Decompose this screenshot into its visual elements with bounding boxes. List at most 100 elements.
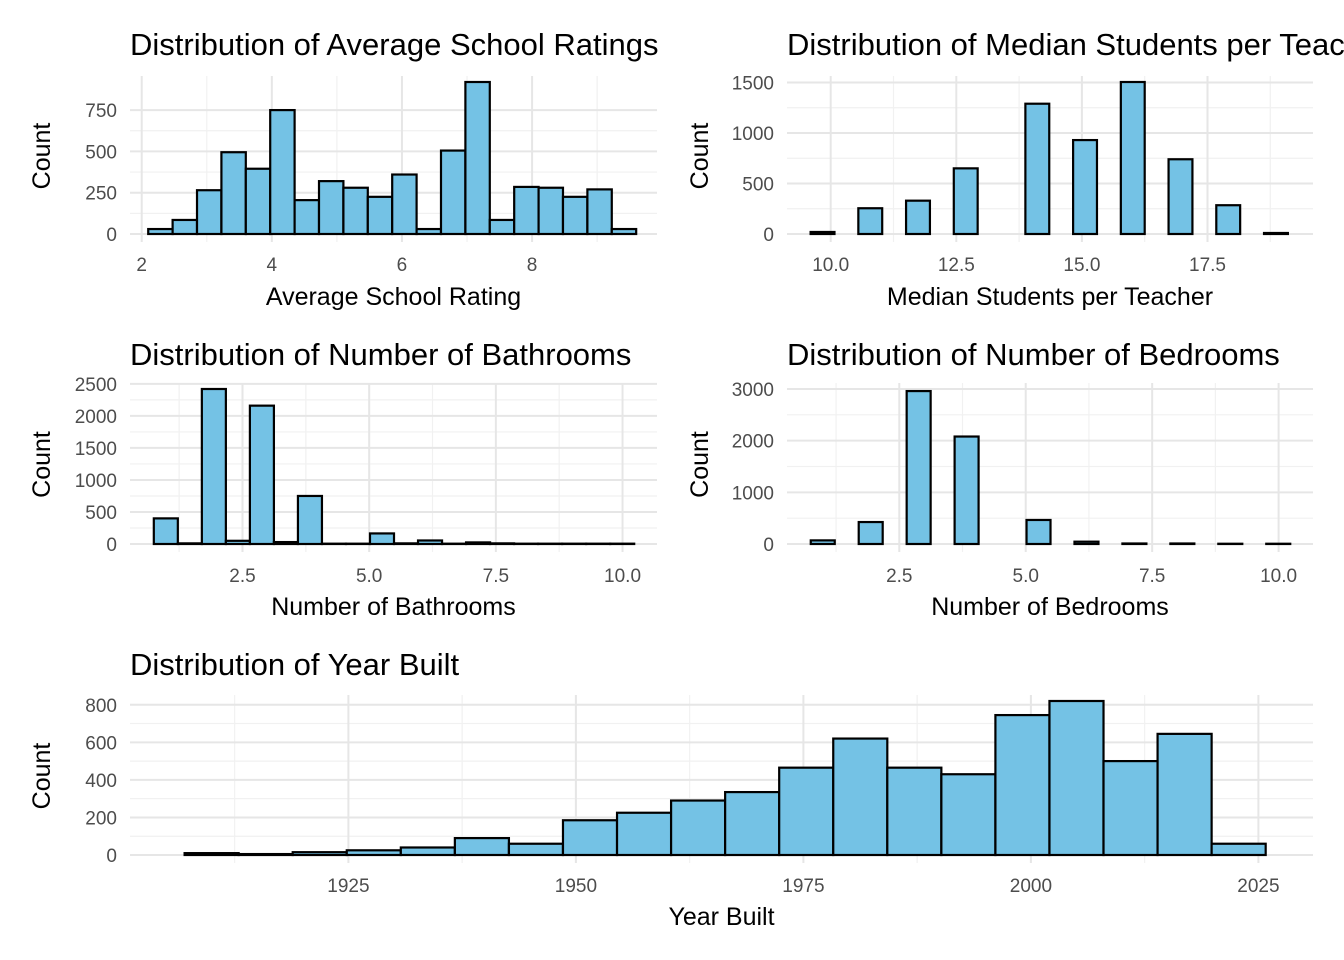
x-tick-label: 1925 <box>327 876 369 897</box>
histogram-bar <box>809 230 836 236</box>
histogram-bar <box>416 539 444 546</box>
histogram-bar <box>513 185 540 236</box>
x-tick-label: 17.5 <box>1189 255 1226 276</box>
histogram-bar <box>1262 231 1289 236</box>
histogram-bar <box>1024 102 1051 236</box>
y-axis-title: Count <box>686 431 714 498</box>
x-axis-title: Number of Bedrooms <box>931 593 1169 621</box>
y-tick-label: 2500 <box>75 375 117 396</box>
y-tick-label: 600 <box>85 733 117 754</box>
y-tick-label: 800 <box>85 696 117 717</box>
histogram-bar <box>272 540 300 546</box>
histogram-bar <box>391 173 418 236</box>
histogram-bar <box>904 199 932 236</box>
chart-title: Distribution of Year Built <box>130 647 460 682</box>
y-tick-label: 0 <box>106 846 117 867</box>
y-axis-title: Count <box>28 743 56 810</box>
y-tick-label: 0 <box>763 225 774 246</box>
histogram-bar <box>994 713 1051 857</box>
histogram-bar <box>1102 759 1159 857</box>
histogram-bar <box>857 207 884 236</box>
histogram-bar <box>439 149 467 236</box>
histogram-bar <box>453 836 511 857</box>
x-tick-label: 7.5 <box>1139 566 1165 587</box>
histogram-bar <box>183 852 240 857</box>
chart-title: Distribution of Median Students per Teac… <box>787 27 1344 62</box>
x-axis-title: Year Built <box>668 903 774 931</box>
x-tick-label: 1975 <box>782 876 824 897</box>
histogram-bar <box>399 846 456 857</box>
histogram-bar <box>1156 732 1213 857</box>
histogram-bar <box>1167 158 1194 236</box>
y-tick-label: 500 <box>85 142 117 163</box>
y-tick-label: 1500 <box>75 439 117 460</box>
x-tick-label: 2000 <box>1010 876 1052 897</box>
x-tick-label: 1950 <box>555 876 597 897</box>
y-tick-label: 2000 <box>732 432 774 453</box>
y-tick-label: 500 <box>742 175 774 196</box>
x-tick-label: 7.5 <box>483 566 509 587</box>
histogram-bar <box>1025 518 1052 546</box>
histogram-bar <box>488 542 516 546</box>
y-tick-label: 1500 <box>732 74 774 95</box>
x-tick-label: 8 <box>527 255 538 276</box>
chart-panel-3: 2.5 5.0 7.5 10.0 0 500 1000 1500 2000 2500 Distrib… <box>28 337 657 621</box>
y-axis-title: Count <box>686 123 714 190</box>
x-tick-label: 5.0 <box>356 566 382 587</box>
y-tick-label: 250 <box>85 184 117 205</box>
histogram-bar <box>953 435 980 546</box>
histogram-bar <box>244 167 272 236</box>
histogram-bar <box>296 494 324 546</box>
histogram-bar <box>366 195 394 236</box>
histogram-bar <box>615 811 673 857</box>
histogram-bar <box>857 520 884 546</box>
histogram-bar <box>537 186 565 236</box>
histogram-bar <box>1121 542 1148 546</box>
x-tick-label: 2.5 <box>229 566 255 587</box>
chart-title: Distribution of Number of Bedrooms <box>787 337 1280 372</box>
histogram-bar <box>464 541 492 546</box>
histogram-bar <box>368 532 396 546</box>
x-tick-label: 2 <box>136 255 147 276</box>
y-axis-title: Count <box>28 123 56 190</box>
histogram-bar <box>488 218 516 236</box>
y-tick-label: 1000 <box>732 124 774 145</box>
x-axis-title: Median Students per Teacher <box>887 283 1213 311</box>
histogram-bar <box>940 773 997 857</box>
histogram-bar <box>220 151 247 236</box>
histogram-bar <box>586 188 613 236</box>
x-tick-label: 2025 <box>1237 876 1279 897</box>
chart-panel-2: 10.0 12.5 15.0 17.5 0 500 1000 1500 Distribution… <box>686 27 1344 311</box>
histogram-bar <box>561 195 589 236</box>
x-tick-label: 10.0 <box>1260 566 1297 587</box>
y-tick-label: 0 <box>106 535 117 556</box>
y-tick-label: 1000 <box>75 471 117 492</box>
histogram-bar <box>832 737 889 857</box>
x-tick-label: 6 <box>397 255 408 276</box>
x-axis-title: Number of Bathrooms <box>271 593 516 621</box>
y-tick-label: 400 <box>85 771 117 792</box>
x-tick-label: 10.0 <box>604 566 641 587</box>
y-tick-label: 1000 <box>732 483 774 504</box>
x-tick-label: 2.5 <box>886 566 912 587</box>
chart-panel-1: 2 4 6 8 0 250 500 750 Distribution of Average Sc… <box>28 27 658 311</box>
x-tick-label: 10.0 <box>812 255 849 276</box>
histogram-bar <box>886 766 943 857</box>
histogram-bar <box>1048 699 1105 857</box>
histogram-bar <box>952 167 979 236</box>
histogram-bar <box>778 766 835 857</box>
x-tick-label: 12.5 <box>938 255 975 276</box>
chart-title: Distribution of Number of Bathrooms <box>130 337 631 372</box>
histogram-bar <box>415 227 443 236</box>
y-tick-label: 0 <box>763 535 774 556</box>
histogram-bar <box>237 852 294 857</box>
y-tick-label: 2000 <box>75 407 117 428</box>
histogram-bar <box>195 189 223 236</box>
histogram-bar <box>152 517 179 546</box>
x-tick-label: 4 <box>267 255 278 276</box>
histogram-bar <box>224 539 251 546</box>
chart-title: Distribution of Average School Ratings <box>130 27 658 62</box>
y-axis-title: Count <box>28 431 56 498</box>
histogram-bar <box>1169 542 1196 546</box>
